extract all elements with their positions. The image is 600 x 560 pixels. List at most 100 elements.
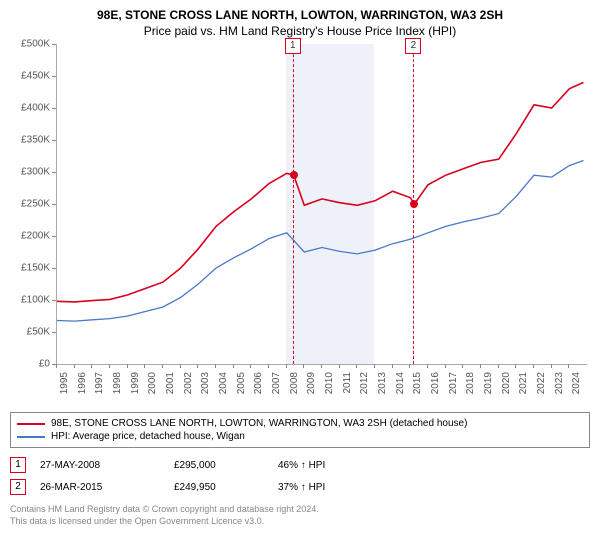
sale-marker-line	[293, 44, 294, 364]
y-tick-label: £150K	[21, 263, 50, 274]
legend-swatch	[17, 423, 45, 425]
y-tick	[52, 140, 56, 141]
y-tick-label: £300K	[21, 167, 50, 178]
y-tick-label: £450K	[21, 71, 50, 82]
x-tick-label: 2007	[271, 372, 282, 394]
x-tick-label: 2011	[342, 372, 353, 394]
x-tick	[303, 364, 304, 368]
x-tick	[515, 364, 516, 368]
series-svg	[57, 44, 587, 364]
sale-row-marker: 2	[10, 479, 26, 495]
x-tick-label: 2006	[253, 372, 264, 394]
legend-label: HPI: Average price, detached house, Wiga…	[51, 431, 245, 442]
x-tick	[409, 364, 410, 368]
x-tick	[480, 364, 481, 368]
x-tick-label: 2000	[147, 372, 158, 394]
x-tick-label: 1999	[130, 372, 141, 394]
y-tick-label: £500K	[21, 39, 50, 50]
x-tick	[109, 364, 110, 368]
sale-date: 26-MAR-2015	[40, 482, 160, 493]
sale-row-marker: 1	[10, 457, 26, 473]
y-tick-label: £250K	[21, 199, 50, 210]
x-tick-label: 2023	[554, 372, 565, 394]
x-tick	[321, 364, 322, 368]
sale-marker-line	[413, 44, 414, 364]
x-tick	[286, 364, 287, 368]
chart-title: 98E, STONE CROSS LANE NORTH, LOWTON, WAR…	[10, 8, 590, 22]
sale-marker-box: 1	[285, 38, 301, 54]
x-tick	[427, 364, 428, 368]
series-line	[57, 161, 584, 322]
y-tick	[52, 268, 56, 269]
x-tick-label: 2010	[324, 372, 335, 394]
x-tick	[180, 364, 181, 368]
x-tick	[374, 364, 375, 368]
x-tick	[91, 364, 92, 368]
x-tick-label: 2009	[306, 372, 317, 394]
x-tick-label: 2021	[518, 372, 529, 394]
y-tick-label: £200K	[21, 231, 50, 242]
x-tick	[233, 364, 234, 368]
x-tick-label: 2012	[359, 372, 370, 394]
x-tick-label: 2017	[448, 372, 459, 394]
y-tick	[52, 76, 56, 77]
x-tick-label: 1997	[94, 372, 105, 394]
sale-marker-box: 2	[405, 38, 421, 54]
x-tick-label: 2015	[412, 372, 423, 394]
x-tick	[250, 364, 251, 368]
x-tick-label: 2019	[483, 372, 494, 394]
x-tick-label: 2016	[430, 372, 441, 394]
x-tick-label: 2001	[165, 372, 176, 394]
x-tick-label: 2008	[289, 372, 300, 394]
sales-table: 127-MAY-2008£295,00046% ↑ HPI226-MAR-201…	[10, 454, 590, 498]
legend-label: 98E, STONE CROSS LANE NORTH, LOWTON, WAR…	[51, 418, 467, 429]
x-tick	[144, 364, 145, 368]
y-tick	[52, 44, 56, 45]
x-tick	[551, 364, 552, 368]
x-tick-label: 2024	[571, 372, 582, 394]
y-tick	[52, 108, 56, 109]
series-line	[57, 82, 584, 302]
x-tick-label: 2014	[395, 372, 406, 394]
x-tick	[462, 364, 463, 368]
x-tick	[74, 364, 75, 368]
x-tick	[445, 364, 446, 368]
y-tick	[52, 300, 56, 301]
footnote-line: Contains HM Land Registry data © Crown c…	[10, 504, 590, 516]
sale-price: £249,950	[174, 482, 264, 493]
x-tick	[392, 364, 393, 368]
x-tick	[56, 364, 57, 368]
x-tick	[215, 364, 216, 368]
sale-price: £295,000	[174, 460, 264, 471]
y-tick	[52, 204, 56, 205]
x-tick-label: 2022	[536, 372, 547, 394]
sale-hpi: 46% ↑ HPI	[278, 460, 368, 471]
x-tick	[533, 364, 534, 368]
legend-row: HPI: Average price, detached house, Wiga…	[17, 430, 583, 443]
y-tick-label: £350K	[21, 135, 50, 146]
x-tick	[339, 364, 340, 368]
chart-area: £0£50K£100K£150K£200K£250K£300K£350K£400…	[10, 44, 590, 404]
legend-swatch	[17, 436, 45, 438]
y-tick	[52, 172, 56, 173]
x-tick-label: 1998	[112, 372, 123, 394]
x-tick	[197, 364, 198, 368]
x-tick-label: 2020	[501, 372, 512, 394]
x-tick	[162, 364, 163, 368]
x-tick	[127, 364, 128, 368]
x-tick	[498, 364, 499, 368]
x-tick-label: 1995	[59, 372, 70, 394]
x-tick-label: 2005	[236, 372, 247, 394]
x-tick-label: 2004	[218, 372, 229, 394]
x-tick-label: 2013	[377, 372, 388, 394]
x-tick-label: 2018	[465, 372, 476, 394]
x-tick-label: 2002	[183, 372, 194, 394]
sale-hpi: 37% ↑ HPI	[278, 482, 368, 493]
sale-row: 127-MAY-2008£295,00046% ↑ HPI	[10, 454, 590, 476]
plot	[56, 44, 587, 365]
footnote: Contains HM Land Registry data © Crown c…	[10, 504, 590, 527]
chart-subtitle: Price paid vs. HM Land Registry's House …	[10, 24, 590, 38]
y-tick	[52, 236, 56, 237]
x-tick	[568, 364, 569, 368]
x-tick	[268, 364, 269, 368]
